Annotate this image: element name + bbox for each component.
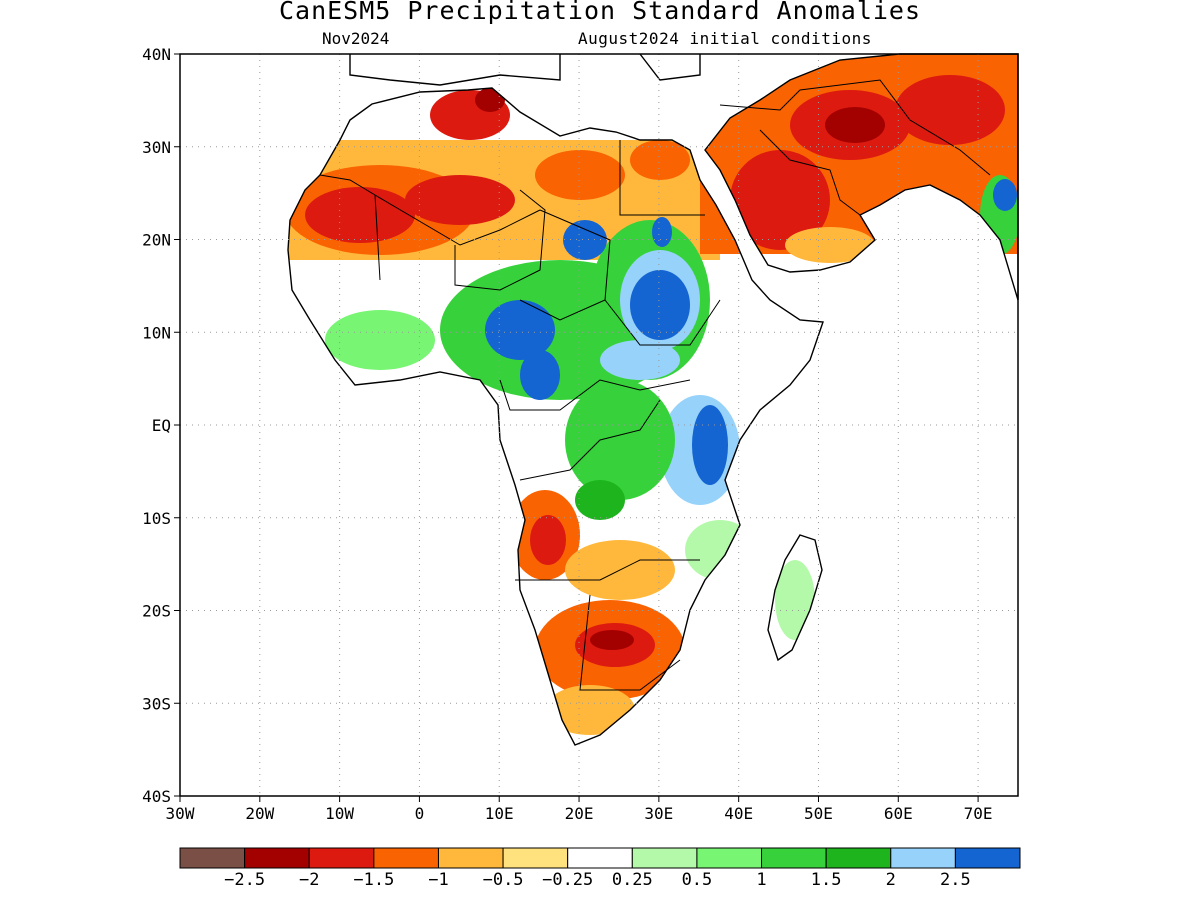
colorbar-swatch bbox=[244, 847, 310, 869]
lon-tick-label: 40E bbox=[724, 804, 753, 823]
lon-tick-label: 70E bbox=[964, 804, 993, 823]
colorbar-swatch bbox=[890, 847, 956, 869]
colorbar-label: 2.5 bbox=[940, 870, 971, 890]
colorbar-swatch bbox=[502, 847, 569, 869]
anomaly-kenya-core bbox=[692, 405, 728, 485]
lon-tick-label: 60E bbox=[884, 804, 913, 823]
anomaly-algeria bbox=[405, 175, 515, 225]
anomaly-southafrica bbox=[545, 685, 635, 735]
anomaly-arabia bbox=[730, 150, 830, 250]
turkey-coastline bbox=[639, 53, 701, 81]
lat-tick-label: 30N bbox=[142, 138, 171, 157]
colorbar-label: −2.5 bbox=[224, 870, 265, 890]
anomaly-mozambique bbox=[685, 520, 755, 580]
border-mauritania bbox=[319, 174, 381, 281]
europe-coastline bbox=[349, 54, 561, 86]
map-title: CanESM5 Precipitation Standard Anomalies bbox=[278, 0, 922, 25]
lon-tick-label: 30W bbox=[166, 804, 195, 823]
anomaly-libya bbox=[535, 150, 625, 200]
anomaly-mauritania bbox=[305, 187, 415, 243]
border-central-africa bbox=[499, 379, 691, 411]
anomaly-yemen bbox=[785, 227, 875, 263]
lon-tick-label: 0 bbox=[415, 804, 425, 823]
anomaly-iran-core bbox=[825, 107, 885, 143]
asia-coastline bbox=[704, 53, 1019, 301]
colorbar-label: −0.25 bbox=[542, 870, 593, 890]
lat-tick-label: 20S bbox=[142, 602, 171, 621]
lat-tick-label: 20N bbox=[142, 231, 171, 250]
border-namibia-sa bbox=[579, 594, 681, 691]
colorbar-swatch bbox=[761, 847, 827, 869]
lon-tick-label: 10W bbox=[325, 804, 354, 823]
madagascar-coastline bbox=[767, 534, 823, 662]
border-egypt-sudan bbox=[619, 140, 705, 216]
border-saudi bbox=[759, 129, 861, 216]
anomaly-cameroon-core bbox=[520, 350, 560, 400]
colorbar-swatch bbox=[179, 847, 246, 869]
anomaly-india-core bbox=[993, 179, 1017, 211]
anomaly-tunisia-core bbox=[475, 88, 505, 112]
colorbar-label: −1.5 bbox=[353, 870, 394, 890]
latitude-axis: 40N 30N 20N 10N EQ 10S 20S 30S 40S bbox=[142, 45, 180, 806]
anomaly-chad-core bbox=[563, 220, 607, 260]
colorbar-label: −0.5 bbox=[483, 870, 524, 890]
colorbar-swatch bbox=[696, 847, 763, 869]
border-niger bbox=[454, 189, 546, 291]
colorbar-label: 1.5 bbox=[811, 870, 842, 890]
lat-tick-label: EQ bbox=[152, 416, 171, 435]
colorbar-label: 2 bbox=[886, 870, 896, 890]
colorbar-swatch bbox=[825, 847, 892, 869]
border-congo bbox=[519, 399, 661, 481]
border-angola-zambia bbox=[515, 559, 700, 581]
anomaly-morocco-neutral bbox=[370, 90, 430, 130]
gridlines bbox=[180, 54, 1018, 796]
border-sudan-south bbox=[604, 299, 721, 346]
coastlines bbox=[287, 53, 1019, 746]
longitude-axis: 30W 20W 10W 0 10E 20E 30E 40E 50E 60E 70E bbox=[166, 796, 993, 823]
lat-tick-label: 10S bbox=[142, 509, 171, 528]
lon-tick-label: 50E bbox=[804, 804, 833, 823]
colorbar-label: 0.5 bbox=[682, 870, 713, 890]
colorbar: −2.5 −2 −1.5 −1 −0.5 −0.25 0.25 0.5 1 1.5 2 2.5 bbox=[179, 847, 1021, 890]
lon-tick-label: 20E bbox=[565, 804, 594, 823]
anomaly-afghanistan bbox=[895, 75, 1005, 145]
colorbar-label: 0.25 bbox=[612, 870, 653, 890]
border-algeria-mali bbox=[374, 194, 541, 246]
anomaly-angola-green bbox=[575, 480, 625, 520]
lon-tick-label: 10E bbox=[485, 804, 514, 823]
country-borders bbox=[319, 79, 991, 691]
anomaly-nigeria-core bbox=[485, 300, 555, 360]
colorbar-label: −1 bbox=[428, 870, 448, 890]
colorbar-swatch bbox=[308, 847, 375, 869]
lon-tick-label: 30E bbox=[644, 804, 673, 823]
anomaly-sudan-core bbox=[630, 270, 690, 340]
lat-tick-label: 10N bbox=[142, 323, 171, 342]
initial-conditions: August2024 initial conditions bbox=[578, 29, 872, 48]
colorbar-swatch bbox=[373, 847, 439, 869]
anomaly-nile-core bbox=[652, 217, 672, 247]
lat-tick-label: 40N bbox=[142, 45, 171, 64]
lat-tick-label: 30S bbox=[142, 694, 171, 713]
anomaly-westafrica bbox=[325, 310, 435, 370]
colorbar-label: 1 bbox=[756, 870, 766, 890]
anomaly-egypt bbox=[630, 140, 690, 180]
colorbar-swatch bbox=[954, 847, 1021, 869]
anomaly-angola-core bbox=[530, 515, 566, 565]
border-iran bbox=[719, 79, 991, 176]
anomaly-congo bbox=[565, 380, 675, 500]
colorbar-swatch bbox=[437, 847, 504, 869]
colorbar-swatch bbox=[631, 847, 698, 869]
anomaly-ss-light bbox=[600, 340, 680, 380]
lon-tick-label: 20W bbox=[245, 804, 274, 823]
lat-tick-label: 40S bbox=[142, 787, 171, 806]
colorbar-label: −2 bbox=[299, 870, 319, 890]
colorbar-swatch bbox=[567, 847, 633, 869]
forecast-month: Nov2024 bbox=[322, 29, 390, 48]
anomaly-botswana-core bbox=[590, 630, 634, 650]
